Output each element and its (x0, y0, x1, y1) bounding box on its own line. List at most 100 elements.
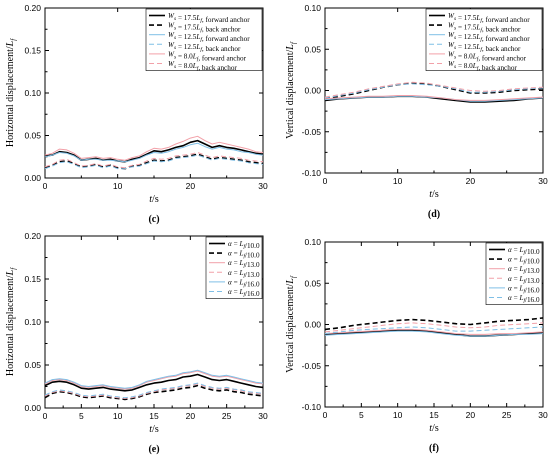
series-line-5 (324, 330, 544, 337)
legend-entry-label: Ws = 8.0Lf, forward anchor (448, 50, 527, 62)
legend-entry-label: Ws = 8.0Lf, back anchor (168, 60, 237, 72)
legend-entry-label: Ws = 17.5Lf, back anchor (168, 22, 241, 34)
legend-entry-label: α = Lf/16.0 (228, 278, 260, 288)
legend-entry-label: α = Lf/10.0 (228, 250, 260, 260)
x-tick-label: 10 (393, 410, 403, 420)
x-tick-label: 20 (186, 181, 196, 191)
series-line-6 (324, 326, 544, 335)
series-line-4 (324, 83, 544, 99)
x-tick-label: 30 (258, 411, 268, 421)
legend-entry-label: α = Lf/13.0 (228, 269, 260, 279)
legend: α = Lf/10.0α = Lf/10.0α = Lf/13.0α = Lf/… (485, 242, 543, 305)
series-line-4 (44, 383, 264, 399)
y-tick-label: 0.05 (304, 278, 321, 288)
y-tick-label: -0.05 (302, 127, 322, 137)
series-line-5 (44, 135, 264, 161)
legend: α = Lf/10.0α = Lf/10.0α = Lf/13.0α = Lf/… (205, 236, 263, 299)
x-tick-label: 30 (538, 410, 548, 420)
y-axis-title: Vertical displacement/Lf (285, 41, 298, 139)
y-tick-label: -0.10 (302, 402, 322, 412)
series-line-2 (44, 153, 264, 170)
x-tick-label: 20 (186, 411, 196, 421)
x-tick-label: 10 (113, 181, 123, 191)
legend-entry-label: α = Lf/13.0 (508, 275, 540, 285)
series-line-3 (324, 328, 544, 335)
y-tick-label: 0.00 (304, 320, 321, 330)
x-tick-label: 0 (323, 410, 328, 420)
y-tick-label: 0.05 (24, 360, 41, 370)
y-tick-label: 0.00 (304, 86, 321, 96)
series-line-2 (324, 82, 544, 100)
x-tick-label: 15 (149, 411, 159, 421)
y-axis-title: Vertical displacement/Lf (285, 275, 298, 373)
series-line-4 (44, 154, 264, 170)
panel-label: (c) (148, 214, 159, 225)
x-tick-label: 5 (359, 410, 364, 420)
x-tick-label: 30 (258, 181, 268, 191)
panel-label: (f) (429, 443, 439, 454)
chart-panel-e: 0.00 0.05 0.10 0.15 0.20 0 5 10 15 20 25 30 t/s Horiz… (5, 231, 268, 455)
series-line-6 (44, 152, 264, 169)
chart-panel-d: -0.10 -0.05 0.00 0.05 0.10 0 10 20 30 t/s Vertical… (285, 3, 548, 220)
legend-entry-label: Ws = 8.0Lf, back anchor (448, 60, 517, 72)
legend-entry-label: Ws = 8.0Lf, forward anchor (168, 50, 247, 62)
x-tick-label: 0 (323, 176, 328, 186)
y-tick-label: 0.10 (304, 3, 321, 13)
y-tick-label: -0.10 (302, 168, 322, 178)
chart-panel-f: -0.10 -0.05 0.00 0.05 0.10 0 5 10 15 20 25 30 t/s Ver… (285, 237, 548, 454)
x-tick-label: 0 (43, 181, 48, 191)
x-axis-title: t/s (149, 424, 159, 435)
y-axis-title: Horizontal displacement/Lf (5, 38, 18, 147)
y-tick-label: 0.10 (304, 237, 321, 247)
series-line-6 (44, 382, 264, 399)
series-line-5 (44, 369, 264, 389)
x-axis-title: t/s (429, 423, 439, 434)
legend-entry-label: α = Lf/10.0 (228, 240, 260, 250)
legend-entry-label: Ws = 17.5Lf, forward anchor (168, 12, 250, 24)
legend-frame (485, 242, 543, 305)
y-tick-label: 0.20 (24, 3, 41, 13)
legend-entry-label: Ws = 12.5Lf, back anchor (448, 41, 521, 53)
legend-entry-label: Ws = 17.5Lf, forward anchor (448, 12, 530, 24)
y-tick-label: 0.15 (24, 274, 41, 284)
legend-entry-label: α = Lf/16.0 (508, 294, 540, 304)
x-tick-label: 15 (429, 410, 439, 420)
legend-entry-label: α = Lf/13.0 (228, 259, 260, 269)
x-axis-title: t/s (149, 194, 159, 205)
x-axis-title: t/s (429, 189, 439, 200)
series-line-3 (44, 370, 264, 390)
series-line-2 (324, 317, 544, 331)
series-line-2 (44, 384, 264, 401)
chart-panel-c: 0.00 0.05 0.10 0.15 0.20 0 10 20 30 t/s Horizontal… (5, 3, 268, 225)
y-tick-label: -0.05 (302, 361, 322, 371)
legend-frame (425, 8, 543, 71)
legend-entry-label: α = Lf/16.0 (508, 284, 540, 294)
legend-frame (145, 8, 263, 71)
y-tick-label: 0.00 (24, 403, 41, 413)
x-tick-label: 5 (79, 411, 84, 421)
legend-entry-label: Ws = 12.5Lf, forward anchor (168, 31, 250, 43)
panel-label: (e) (148, 444, 159, 455)
y-tick-label: 0.15 (24, 46, 41, 56)
x-tick-label: 10 (113, 411, 123, 421)
series-line-4 (324, 322, 544, 333)
series-line-1 (44, 373, 264, 392)
y-tick-label: 0.05 (304, 44, 321, 54)
panel-label: (d) (428, 209, 440, 220)
y-tick-label: 0.10 (24, 317, 41, 327)
x-tick-label: 10 (393, 176, 403, 186)
x-tick-label: 30 (538, 176, 548, 186)
y-tick-label: 0.20 (24, 231, 41, 241)
legend-frame (205, 236, 263, 299)
y-tick-label: 0.10 (24, 88, 41, 98)
x-tick-label: 0 (43, 411, 48, 421)
series-line-5 (324, 95, 544, 101)
y-tick-label: 0.05 (24, 131, 41, 141)
legend-entry-label: α = Lf/13.0 (508, 265, 540, 275)
legend-entry-label: Ws = 17.5Lf, back anchor (448, 22, 521, 34)
legend-entry-label: Ws = 12.5Lf, forward anchor (448, 31, 530, 43)
y-tick-label: 0.00 (24, 173, 41, 183)
